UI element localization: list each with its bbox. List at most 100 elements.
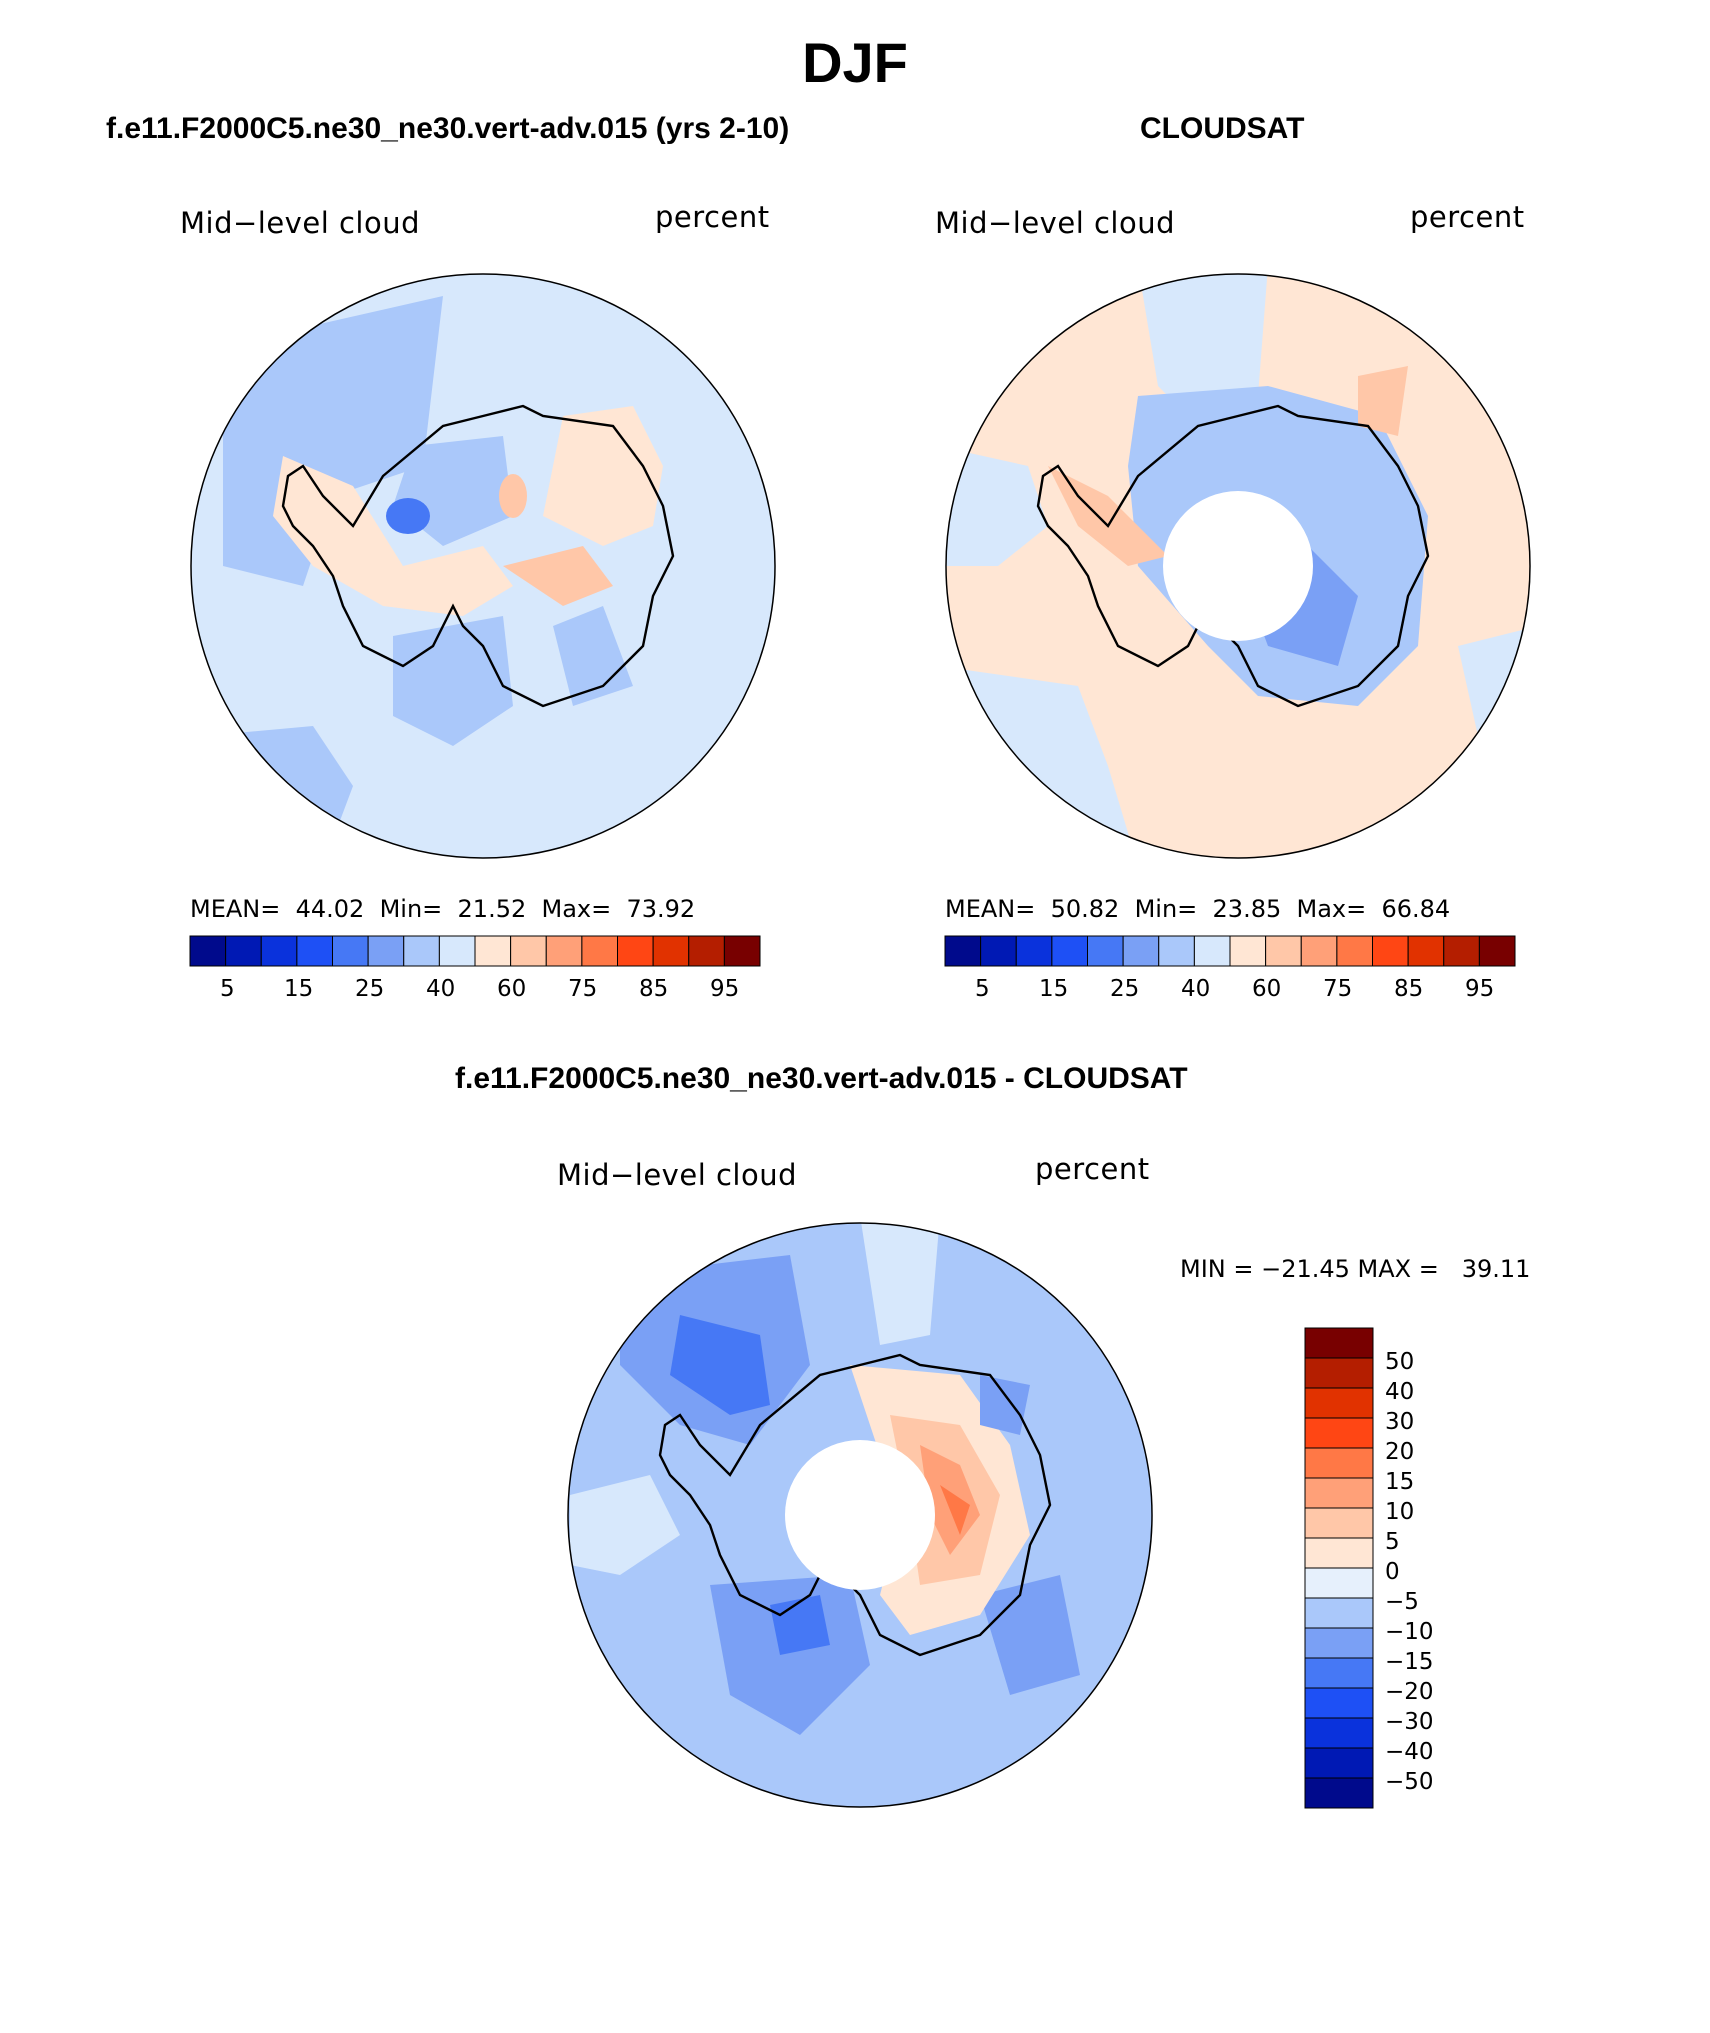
obs-colorbar-swatch-1 [980, 935, 1017, 967]
obs-variable-label: Mid−level cloud [935, 206, 1175, 240]
obs-colorbar-swatch-6 [1158, 935, 1195, 967]
obs-tick-7: 95 [1465, 976, 1495, 1002]
diff-tick-1: 40 [1385, 1379, 1415, 1405]
diff-map [567, 1222, 1153, 1808]
diff-tick-13: −40 [1385, 1739, 1434, 1765]
diff-field-south-low [710, 1575, 870, 1735]
diff-colorbar-swatch-5 [1304, 1477, 1374, 1509]
obs-colorbar-swatch-0 [944, 935, 982, 967]
diff-tick-0: 50 [1385, 1349, 1415, 1375]
obs-colorbar-swatch-5 [1122, 935, 1160, 967]
diff-variable-label: Mid−level cloud [557, 1158, 797, 1192]
obs-field-north-cool [1138, 274, 1268, 426]
model-colorbar-swatch-11 [581, 935, 619, 967]
diff-colorbar-swatch-13 [1304, 1717, 1374, 1749]
model-tick-0: 5 [220, 976, 235, 1002]
model-colorbar [189, 935, 761, 967]
model-colorbar-ticks: 5 15 25 40 60 75 85 95 [190, 976, 760, 1006]
model-colorbar-swatch-6 [403, 935, 440, 967]
model-colorbar-swatch-15 [723, 935, 761, 967]
obs-colorbar-swatch-4 [1087, 935, 1124, 967]
diff-field-west-strong-low [670, 1315, 770, 1415]
diff-tick-3: 20 [1385, 1439, 1415, 1465]
diff-colorbar-swatch-14 [1304, 1747, 1374, 1779]
obs-map [945, 273, 1531, 859]
model-stats: MEAN= 44.02 Min= 21.52 Max= 73.92 [190, 895, 696, 923]
obs-colorbar-swatch-9 [1265, 935, 1302, 967]
diff-colorbar-swatch-11 [1304, 1657, 1374, 1689]
obs-colorbar-swatch-11 [1336, 935, 1374, 967]
obs-tick-2: 25 [1110, 976, 1140, 1002]
model-colorbar-swatch-3 [296, 935, 334, 967]
diff-colorbar-swatch-9 [1304, 1597, 1374, 1629]
diff-field-south-strong-low [770, 1595, 830, 1655]
model-map-outline [190, 273, 776, 859]
obs-colorbar [944, 935, 1516, 967]
obs-colorbar-swatch-10 [1300, 935, 1338, 967]
diff-colorbar-swatch-7 [1304, 1537, 1374, 1569]
diff-tick-4: 15 [1385, 1469, 1415, 1495]
diff-field-west-light [570, 1475, 680, 1575]
obs-units-label: percent [1410, 200, 1525, 234]
obs-colorbar-swatch-8 [1229, 935, 1267, 967]
model-tick-3: 40 [426, 976, 456, 1002]
diff-tick-12: −30 [1385, 1709, 1434, 1735]
model-coastline [281, 404, 675, 708]
model-colorbar-swatch-0 [189, 935, 227, 967]
obs-colorbar-swatch-13 [1407, 935, 1445, 967]
diff-tick-9: −10 [1385, 1619, 1434, 1645]
diff-colorbar-swatch-8 [1304, 1567, 1374, 1599]
model-tick-4: 60 [497, 976, 527, 1002]
model-colorbar-swatch-8 [474, 935, 512, 967]
diff-colorbar-swatch-6 [1304, 1507, 1374, 1539]
obs-field-peninsula-warm [1048, 466, 1168, 566]
diff-units-label: percent [1035, 1152, 1150, 1186]
model-colorbar-swatch-9 [510, 935, 547, 967]
diff-field-interior-pos4 [940, 1485, 970, 1535]
model-colorbar-swatch-14 [688, 935, 725, 967]
obs-map-outline [945, 273, 1531, 859]
model-tick-5: 75 [568, 976, 598, 1002]
diff-colorbar-ticks: 50 40 30 20 15 10 5 0 −5 −10 −15 −20 −30… [1385, 1330, 1505, 1810]
diff-field-east-low [980, 1575, 1080, 1695]
model-field-low-cell [386, 498, 430, 534]
obs-panel-title: CLOUDSAT [1140, 112, 1305, 145]
model-field-mid-cell [499, 474, 527, 518]
diff-polar-hole [785, 1440, 935, 1590]
diff-tick-2: 30 [1385, 1409, 1415, 1435]
obs-colorbar-ticks: 5 15 25 40 60 75 85 95 [945, 976, 1515, 1006]
model-units-label: percent [655, 200, 770, 234]
obs-tick-3: 40 [1181, 976, 1211, 1002]
diff-field-north-light [860, 1223, 940, 1345]
diff-tick-10: −15 [1385, 1649, 1434, 1675]
model-colorbar-swatch-7 [438, 935, 476, 967]
obs-tick-5: 75 [1323, 976, 1353, 1002]
model-panel-title: f.e11.F2000C5.ne30_ne30.vert-adv.015 (yr… [106, 112, 790, 145]
model-colorbar-swatch-5 [367, 935, 405, 967]
obs-field-west-cool [946, 446, 1048, 566]
obs-field-northeast-warm [1358, 366, 1408, 436]
obs-tick-4: 60 [1252, 976, 1282, 1002]
model-field-east-patch [553, 606, 633, 706]
diff-colorbar-swatch-3 [1304, 1417, 1374, 1449]
diff-tick-8: −5 [1385, 1589, 1419, 1615]
diff-tick-6: 5 [1385, 1529, 1400, 1555]
obs-colorbar-swatch-2 [1015, 935, 1053, 967]
diff-colorbar-swatch-0 [1304, 1327, 1374, 1359]
model-tick-1: 15 [284, 976, 314, 1002]
diff-tick-14: −50 [1385, 1769, 1434, 1795]
model-tick-7: 95 [710, 976, 740, 1002]
obs-colorbar-swatch-12 [1372, 935, 1409, 967]
diff-coastline [658, 1353, 1052, 1657]
diff-colorbar-swatch-12 [1304, 1687, 1374, 1719]
model-field-coast-warm [543, 406, 663, 546]
obs-tick-1: 15 [1039, 976, 1069, 1002]
diff-stats: MIN = −21.45 MAX = 39.11 [1180, 1255, 1531, 1283]
obs-colorbar-swatch-7 [1193, 935, 1231, 967]
obs-tick-0: 5 [975, 976, 990, 1002]
obs-tick-6: 85 [1394, 976, 1424, 1002]
model-tick-6: 85 [639, 976, 669, 1002]
model-variable-label: Mid−level cloud [180, 206, 420, 240]
diff-colorbar-swatch-4 [1304, 1447, 1374, 1479]
diff-colorbar-swatch-10 [1304, 1627, 1374, 1659]
